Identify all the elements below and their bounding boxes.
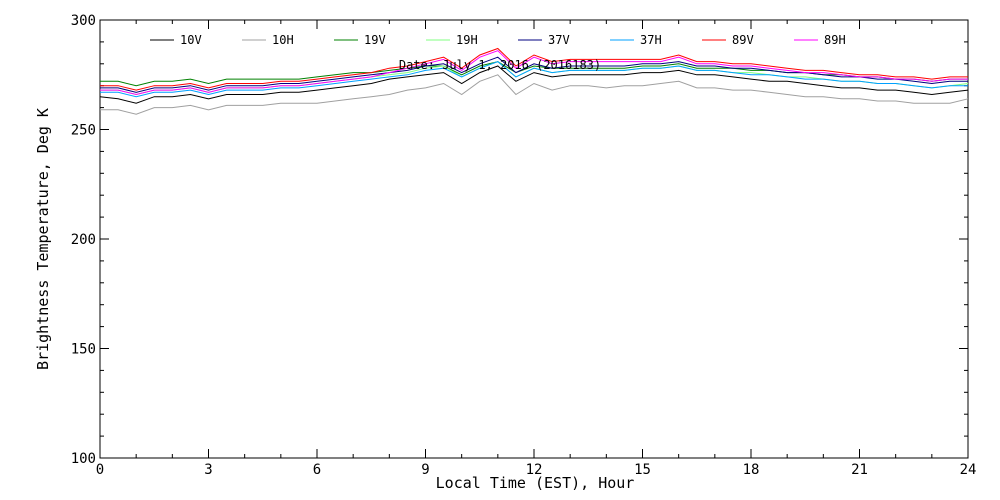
x-tick-label: 6 [313,462,321,478]
x-tick-label: 21 [851,462,868,478]
y-tick-label: 200 [71,232,96,248]
x-tick-label: 0 [96,462,104,478]
legend-label-19v: 19V [364,33,386,47]
legend-label-37v: 37V [548,33,570,47]
axis-ticks: 0 3 6 9 12 15 18 21 24 100 150 200 250 300 [71,13,977,478]
y-tick-label: 300 [71,13,96,29]
x-tick-label: 15 [634,462,651,478]
legend-label-19h: 19H [456,33,478,47]
series-line-37h [100,61,968,98]
date-annotation: Date: July 1, 2016 (2016183) [399,58,601,72]
legend: 10V 10H 19V 19H 37V 37H 89V 89H [150,33,846,47]
x-tick-label: 18 [743,462,760,478]
y-tick-label: 100 [71,451,96,467]
y-tick-label: 250 [71,123,96,139]
legend-label-37h: 37H [640,33,662,47]
legend-label-89v: 89V [732,33,754,47]
x-axis-title: Local Time (EST), Hour [436,474,635,492]
legend-label-10v: 10V [180,33,202,47]
x-tick-label: 12 [526,462,543,478]
series-line-10h [100,74,969,115]
y-tick-label: 150 [71,342,96,358]
series-line-10v [99,65,969,104]
series-layer [99,47,969,115]
legend-label-10h: 10H [272,33,294,47]
y-axis-title: Brightness Temperature, Deg K [34,108,52,370]
legend-label-89h: 89H [824,33,846,47]
x-tick-label: 9 [421,462,429,478]
x-tick-label: 3 [204,462,212,478]
series-line-37v [100,56,968,93]
series-line-89v [100,47,968,91]
series-line-89h [100,50,968,96]
x-tick-label: 24 [960,462,977,478]
